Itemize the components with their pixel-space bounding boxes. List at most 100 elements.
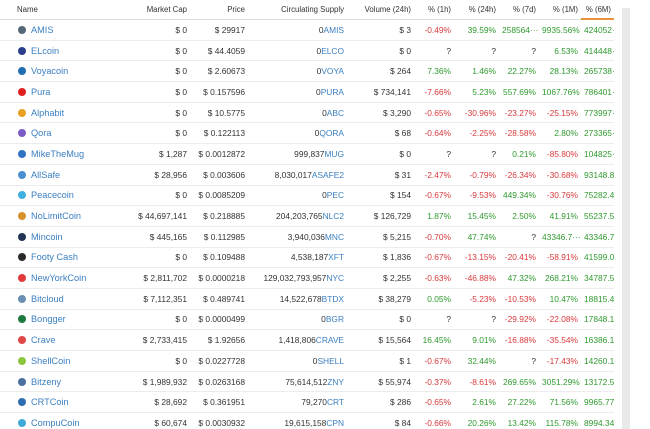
coin-name-link[interactable]: Alphabit <box>31 107 65 118</box>
table-row[interactable]: Voyacoin $ 0 $ 2.60673 0VOYA $ 264 7.36% 1.46%… <box>0 60 614 83</box>
table-row[interactable]: Bongger $ 0 $ 0.0000499 0BGR $ 0?? -29.92% -22… <box>0 309 614 331</box>
header-circulating-supply[interactable]: Circulating Supply <box>248 0 347 20</box>
volume-cell[interactable]: $ 31 <box>347 164 414 186</box>
table-row[interactable]: Peacecoin $ 0 $ 0.0085209 0PEC $ 154 -0.67% -9… <box>0 185 614 207</box>
price-cell[interactable]: $ 2.60673 <box>190 60 248 83</box>
price-cell[interactable]: $ 44.4059 <box>190 40 248 62</box>
header-volume[interactable]: Volume (24h) <box>347 0 414 20</box>
volume-cell[interactable]: $ 5,215 <box>347 226 414 248</box>
price-cell[interactable]: $ 0.109488 <box>190 247 248 269</box>
coin-symbol-link[interactable]: QORA <box>319 128 344 139</box>
coin-name-link[interactable]: NoLimitCoin <box>31 211 82 222</box>
coin-name-link[interactable]: ShellCoin <box>31 355 71 366</box>
price-cell[interactable]: $ 0.0012872 <box>190 143 248 165</box>
price-cell[interactable]: $ 0.0000499 <box>190 309 248 331</box>
volume-cell[interactable]: $ 38,279 <box>347 288 414 310</box>
price-cell[interactable]: $ 0.0227728 <box>190 350 248 372</box>
header-price[interactable]: Price <box>190 0 248 20</box>
price-cell[interactable]: $ 0.122113 <box>190 122 248 145</box>
table-row[interactable]: ShellCoin $ 0 $ 0.0227728 0SHELL $ 1 -0.67% 32… <box>0 350 614 372</box>
volume-cell[interactable]: $ 1 <box>347 350 414 372</box>
price-cell[interactable]: $ 0.157596 <box>190 81 248 103</box>
header-change-24h[interactable]: % (24h) <box>454 0 499 20</box>
volume-cell[interactable]: $ 84 <box>347 412 414 429</box>
coin-name-link[interactable]: Voyacoin <box>31 66 69 77</box>
table-row[interactable]: CompuCoin $ 60,674 $ 0.0030932 19,615,158CP… <box>0 412 614 429</box>
coin-name-link[interactable]: Pura <box>31 86 51 97</box>
coin-symbol-link[interactable]: BGR <box>325 314 344 325</box>
coin-name-link[interactable]: AllSafe <box>31 169 61 180</box>
coin-name-link[interactable]: AMIS <box>31 24 54 35</box>
coin-symbol-link[interactable]: ELCO <box>321 45 344 56</box>
price-cell[interactable]: $ 0.361951 <box>190 391 248 414</box>
coin-symbol-link[interactable]: ASAFE2 <box>311 169 344 180</box>
table-row[interactable]: Qora $ 0 $ 0.122113 0QORA $ 68 -0.64% -2.25% -2… <box>0 122 614 145</box>
coin-name-link[interactable]: Footy Cash <box>31 252 78 263</box>
table-row[interactable]: Crave $ 2,733,415 $ 1.92656 1,418,806CRAVE $… <box>0 329 614 351</box>
table-row[interactable]: AllSafe $ 28,956 $ 0.003606 8,030,017ASAFE2… <box>0 164 614 186</box>
coin-name-link[interactable]: CRTCoin <box>31 397 69 408</box>
coin-symbol-link[interactable]: XFT <box>328 252 344 263</box>
coin-name-link[interactable]: Qora <box>31 128 52 139</box>
volume-cell[interactable]: $ 264 <box>347 60 414 83</box>
coin-name-link[interactable]: Bitzeny <box>31 376 62 387</box>
table-row[interactable]: ELcoin $ 0 $ 44.4059 0ELCO $ 0??? 6.53% 414448… <box>0 40 614 62</box>
coin-name-link[interactable]: Bongger <box>31 314 66 325</box>
coin-symbol-link[interactable]: NYC <box>326 273 344 284</box>
coin-name-link[interactable]: ELcoin <box>31 45 60 56</box>
table-row[interactable]: CRTCoin $ 28,692 $ 0.361951 79,270CRT $ 286-… <box>0 391 614 414</box>
table-row[interactable]: MikeTheMug $ 1,287 $ 0.0012872 999,837MUG $ … <box>0 143 614 165</box>
coin-symbol-link[interactable]: VOYA <box>321 66 344 77</box>
volume-cell[interactable]: $ 2,255 <box>347 267 414 289</box>
volume-cell[interactable]: $ 3 <box>347 19 414 41</box>
price-cell[interactable]: $ 29917 <box>190 19 248 41</box>
table-row[interactable]: NoLimitCoin $ 44,697,141 $ 0.218885 204,203… <box>0 205 614 227</box>
coin-symbol-link[interactable]: NLC2 <box>322 211 344 222</box>
coin-name-link[interactable]: CompuCoin <box>31 417 80 428</box>
volume-cell[interactable]: $ 0 <box>347 143 414 165</box>
volume-cell[interactable]: $ 3,290 <box>347 102 414 124</box>
table-row[interactable]: AMIS $ 0 $ 29917 0AMIS $ 3 -0.49% 39.59% 258564… <box>0 19 614 41</box>
volume-cell[interactable]: $ 0 <box>347 309 414 331</box>
coin-name-link[interactable]: NewYorkCoin <box>31 273 87 284</box>
coin-symbol-link[interactable]: PURA <box>320 86 344 97</box>
header-change-1m[interactable]: % (1M) <box>539 0 581 20</box>
coin-symbol-link[interactable]: BTDX <box>321 293 344 304</box>
volume-cell[interactable]: $ 68 <box>347 122 414 145</box>
volume-cell[interactable]: $ 1,836 <box>347 247 414 269</box>
volume-cell[interactable]: $ 55,974 <box>347 371 414 393</box>
coin-symbol-link[interactable]: MNC <box>324 231 344 242</box>
price-cell[interactable]: $ 0.112985 <box>190 226 248 248</box>
coin-name-link[interactable]: Crave <box>31 335 56 346</box>
vertical-scrollbar[interactable] <box>622 8 630 429</box>
header-change-1h[interactable]: % (1h) <box>414 0 454 20</box>
header-market-cap[interactable]: Market Cap <box>118 0 190 20</box>
volume-cell[interactable]: $ 15,564 <box>347 329 414 351</box>
coin-symbol-link[interactable]: ZNY <box>327 376 344 387</box>
table-row[interactable]: Alphabit $ 0 $ 10.5775 0ABC $ 3,290 -0.65% -30… <box>0 102 614 124</box>
coin-name-link[interactable]: Peacecoin <box>31 190 74 201</box>
volume-cell[interactable]: $ 286 <box>347 391 414 414</box>
price-cell[interactable]: $ 0.489741 <box>190 288 248 310</box>
header-name[interactable]: Name <box>0 0 118 20</box>
coin-name-link[interactable]: MikeTheMug <box>31 148 85 159</box>
volume-cell[interactable]: $ 154 <box>347 185 414 207</box>
coin-symbol-link[interactable]: CPN <box>326 417 344 428</box>
header-change-6m[interactable]: % (6M) <box>581 0 614 20</box>
coin-name-link[interactable]: Mincoin <box>31 231 63 242</box>
volume-cell[interactable]: $ 734,141 <box>347 81 414 103</box>
coin-symbol-link[interactable]: AMIS <box>323 24 344 35</box>
coin-symbol-link[interactable]: MUG <box>324 148 344 159</box>
price-cell[interactable]: $ 0.0030932 <box>190 412 248 429</box>
coin-symbol-link[interactable]: CRT <box>326 397 344 408</box>
price-cell[interactable]: $ 0.218885 <box>190 205 248 227</box>
table-row[interactable]: Bitzeny $ 1,989,932 $ 0.0263168 75,614,512Z… <box>0 371 614 393</box>
header-change-7d[interactable]: % (7d) <box>499 0 539 20</box>
volume-cell[interactable]: $ 0 <box>347 40 414 62</box>
coin-name-link[interactable]: Bitcloud <box>31 293 64 304</box>
volume-cell[interactable]: $ 126,729 <box>347 205 414 227</box>
coin-symbol-link[interactable]: PEC <box>326 190 344 201</box>
table-row[interactable]: NewYorkCoin $ 2,811,702 $ 0.0000218 129,032… <box>0 267 614 289</box>
coin-symbol-link[interactable]: SHELL <box>317 355 344 366</box>
price-cell[interactable]: $ 0.0085209 <box>190 185 248 207</box>
